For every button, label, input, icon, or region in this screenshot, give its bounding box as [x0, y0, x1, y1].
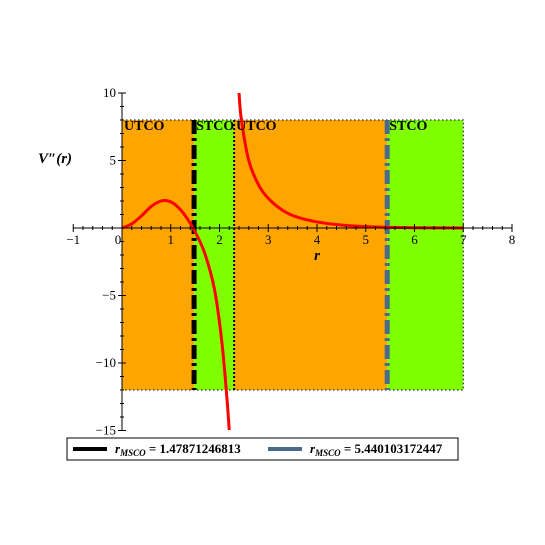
x-axis-label: r: [314, 248, 320, 264]
region-boundary: [121, 119, 464, 391]
legend: rMSCO = 1.47871246813 rMSCO = 5.440103172…: [66, 437, 459, 461]
region-border: [121, 119, 464, 391]
x-tick-label-2: 1: [168, 232, 175, 247]
y-tick-label-4: 10: [103, 85, 116, 100]
region-utco-2: [234, 120, 388, 390]
x-tick-label-6: 5: [363, 232, 370, 247]
y-axis-label: V″(r): [38, 151, 72, 167]
region-label-3: STCO: [389, 119, 427, 134]
y-tick-label-0: −15: [96, 423, 116, 438]
legend-label-2: rMSCO = 5.440103172447: [310, 441, 443, 458]
region-label-2: UTCO: [236, 119, 277, 134]
x-tick-label-7: 6: [411, 232, 418, 247]
region-label-1: STCO: [196, 119, 234, 134]
x-tick-label-0: −1: [66, 232, 80, 247]
y-tick-label-3: 5: [110, 153, 117, 168]
axes: [73, 93, 512, 431]
vertical-lines-layer: [191, 120, 390, 390]
x-tick-label-4: 3: [265, 232, 272, 247]
region-stco-1: [194, 120, 235, 390]
legend-label-1: rMSCO = 1.47871246813: [115, 441, 241, 458]
x-tick-label-8: 7: [460, 232, 467, 247]
x-tick-label-5: 4: [314, 232, 321, 247]
region-labels: UTCO STCO UTCO STCO: [124, 119, 427, 134]
x-tick-label-3: 2: [216, 232, 223, 247]
x-tick-label-9: 8: [509, 232, 516, 247]
region-stco-3: [387, 120, 464, 390]
y-tick-label-2: −5: [102, 288, 116, 303]
legend-box: [66, 437, 459, 461]
x-tick-label-1: 0: [115, 232, 122, 247]
y-tick-label-1: −10: [96, 355, 116, 370]
region-label-0: UTCO: [124, 119, 165, 134]
region-layer: [122, 120, 464, 390]
curve-branch-left: [121, 198, 231, 430]
region-utco-0: [122, 120, 195, 390]
